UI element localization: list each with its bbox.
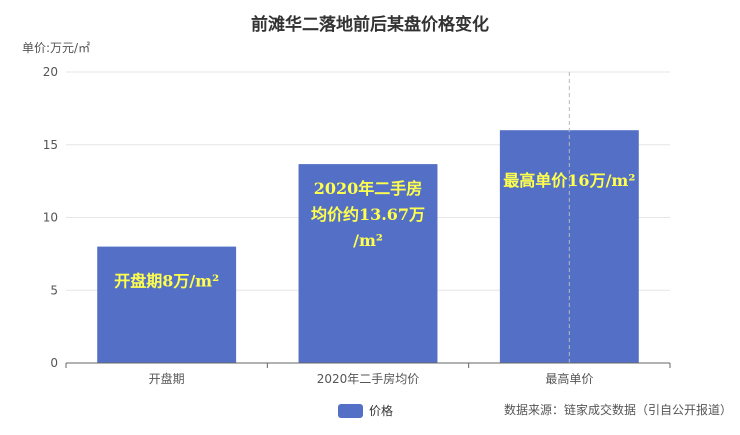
bars [97,72,639,363]
bar-annotation-line: /m² [353,231,383,250]
x-category-label: 开盘期 [149,371,185,386]
bar-annotation-line: 开盘期8万/m² [114,272,219,291]
y-tick-label: 5 [50,283,58,297]
x-category-label: 2020年二手房均价 [317,371,420,386]
y-tick-label: 20 [43,65,58,79]
legend-label[interactable]: 价格 [369,403,393,418]
y-tick-label: 10 [43,211,58,225]
bar[interactable] [97,246,237,363]
legend-swatch[interactable] [338,404,363,418]
bar-annotation-line: 最高单价16万/m² [503,171,635,190]
legend[interactable]: 价格 [338,403,393,418]
source-note: 数据来源：链家成交数据（引自公开报道） [504,402,732,417]
y-axis-ticks: 0 5 10 15 20 [43,65,58,370]
bar-annotation-line: 2020年二手房 [314,179,423,198]
x-category-label: 最高单价 [545,371,593,386]
bar[interactable] [298,164,438,363]
bar-annotation-line: 均价约13.67万 [311,205,425,224]
x-axis: 开盘期 2020年二手房均价 最高单价 [65,362,671,386]
y-axis-unit-label: 单价:万元/㎡ [22,41,90,55]
y-tick-label: 0 [50,356,58,370]
y-tick-label: 15 [43,138,58,152]
chart-title: 前滩华二落地前后某盘价格变化 [251,14,489,35]
